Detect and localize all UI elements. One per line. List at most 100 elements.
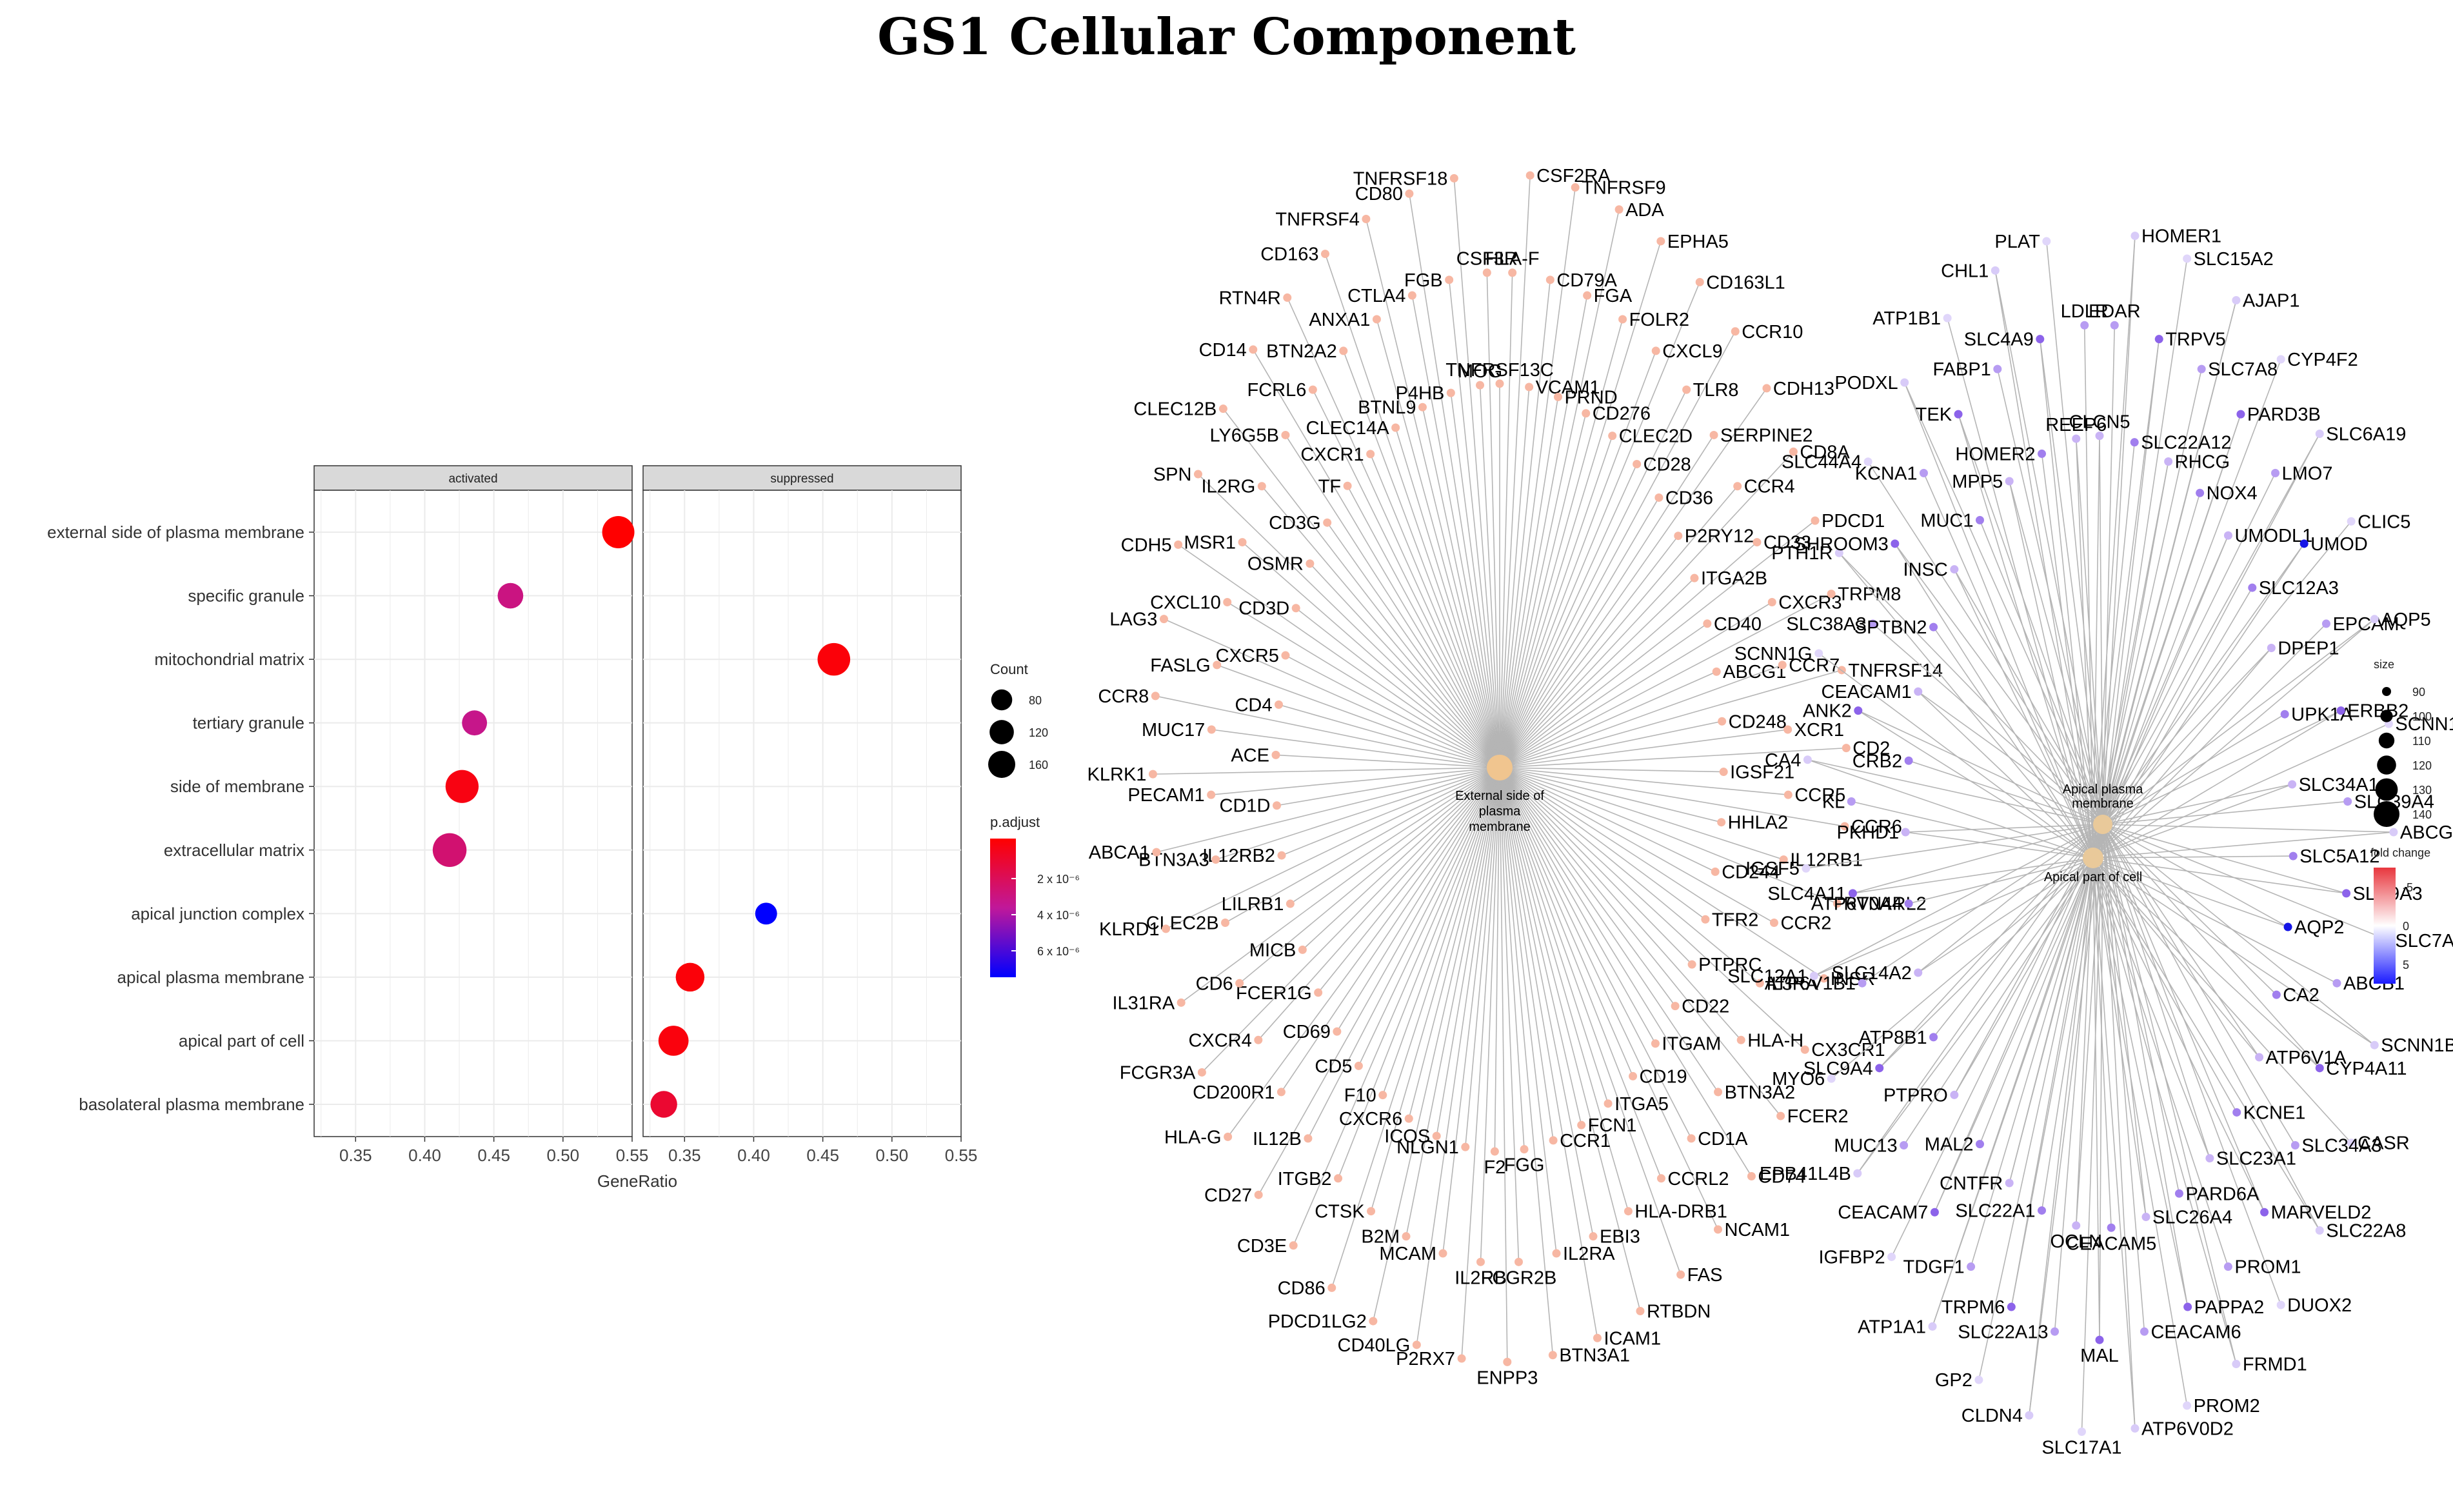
gene-node xyxy=(1891,539,1900,548)
facet-label: activated xyxy=(448,472,497,486)
gene-node xyxy=(1736,1035,1745,1044)
hub-label: membrane xyxy=(1469,820,1531,834)
gene-node xyxy=(1783,790,1793,799)
gene-node xyxy=(1714,1088,1723,1097)
network-edge xyxy=(2092,413,2241,859)
count-legend-label: 160 xyxy=(1029,759,1048,771)
gene-node xyxy=(1207,790,1216,799)
network-edge xyxy=(2102,647,2272,825)
network-edge xyxy=(2102,824,2210,1159)
network-edge xyxy=(2011,824,2103,1308)
gene-node xyxy=(2232,1360,2241,1369)
x-tick-label: 0.40 xyxy=(408,1146,441,1165)
gene-node xyxy=(1875,1064,1884,1073)
gene-node xyxy=(1213,661,1222,670)
network-edge xyxy=(1153,767,1500,775)
gene-node xyxy=(1671,1002,1680,1011)
network-edge xyxy=(1818,653,2094,859)
size-legend-label: 130 xyxy=(2412,784,2432,797)
hub-node xyxy=(2083,848,2103,868)
gene-node xyxy=(2038,449,2047,458)
network-edge xyxy=(2102,543,2305,825)
gene-node xyxy=(1495,379,1504,388)
gene-node xyxy=(1676,1270,1685,1279)
gene-node xyxy=(2288,780,2297,789)
network-edge xyxy=(1499,397,1559,768)
gene-node xyxy=(1461,1142,1470,1151)
gene-node xyxy=(1840,822,1849,831)
gene-label: IL2RB xyxy=(1455,1268,1507,1288)
network-edge xyxy=(1442,767,1500,1254)
gene-label: SLC4A9 xyxy=(1964,330,2034,350)
network-edge xyxy=(1499,664,1783,768)
gene-node xyxy=(1690,573,1699,582)
gene-label: PTPRO xyxy=(1883,1085,1948,1106)
network-edge xyxy=(1373,767,1500,1322)
gene-label: FCER2 xyxy=(1787,1106,1849,1127)
gene-node xyxy=(1407,291,1416,300)
gene-label: MSR1 xyxy=(1184,533,1236,553)
network-edge xyxy=(1908,857,2094,904)
gene-node xyxy=(1404,1114,1413,1123)
gene-label: BTN3A3 xyxy=(1138,850,1209,871)
gene-node xyxy=(1482,268,1491,277)
gene-node xyxy=(1418,403,1427,412)
gene-node xyxy=(1731,327,1740,336)
gene-label: CLEC2D xyxy=(1619,426,1693,447)
network-edge xyxy=(1918,691,2094,859)
gene-label: MYO6 xyxy=(1772,1069,1825,1089)
gene-node xyxy=(1327,1283,1336,1292)
gene-node xyxy=(1820,974,1829,983)
gene-node xyxy=(1235,979,1244,988)
network-edge xyxy=(2102,824,2260,1058)
gene-node xyxy=(1904,899,1913,908)
gene-node xyxy=(1366,450,1375,459)
gene-node xyxy=(1432,1131,1441,1140)
gene-node xyxy=(1193,470,1202,479)
network-edge xyxy=(1807,759,2094,859)
network-edge xyxy=(1448,279,1500,768)
gene-node xyxy=(2342,889,2351,898)
network-edge xyxy=(1499,767,1693,965)
gene-node xyxy=(1446,388,1455,397)
network-edge xyxy=(2029,824,2103,1416)
network-edge xyxy=(1805,824,2103,870)
gene-label: CLEC12B xyxy=(1133,399,1217,420)
gene-node xyxy=(2276,355,2285,364)
gene-node xyxy=(1254,1190,1263,1199)
network-edge xyxy=(1814,857,2094,977)
gene-node xyxy=(2248,583,2257,592)
network-edge xyxy=(2092,857,2375,1046)
gene-label: EPHA5 xyxy=(1667,232,1729,252)
network-edge xyxy=(1499,767,1706,920)
gene-label: CD69 xyxy=(1283,1022,1331,1042)
gene-label: F10 xyxy=(1344,1086,1376,1106)
network-edge xyxy=(1499,767,1508,1362)
network-edge xyxy=(1499,767,1594,1237)
network-edge xyxy=(1934,857,2094,1213)
gene-node xyxy=(1272,801,1281,810)
gene-node xyxy=(1221,919,1230,928)
gene-label: PDCD1LG2 xyxy=(1268,1311,1367,1332)
gene-node xyxy=(1832,899,1842,908)
network-edge xyxy=(1258,767,1500,1040)
gene-label: SLC17A1 xyxy=(2041,1438,2121,1458)
network-edge xyxy=(1499,350,1656,768)
network-edge xyxy=(2009,857,2094,1184)
network-edge xyxy=(1894,543,2094,859)
network-edge xyxy=(1261,486,1500,768)
gene-label: NLGN1 xyxy=(1396,1137,1459,1158)
network-edge xyxy=(1285,435,1500,768)
network-edge xyxy=(1499,413,1587,768)
gene-label: CD80 xyxy=(1355,184,1403,204)
gene-label: MARVELD2 xyxy=(2271,1202,2372,1223)
gene-label: CD6 xyxy=(1196,973,1233,994)
gene-label: CXCR5 xyxy=(1216,646,1279,666)
gene-node xyxy=(1207,725,1216,734)
gene-label: MOG xyxy=(1458,361,1502,382)
gene-node xyxy=(1545,275,1554,284)
gene-node xyxy=(1405,189,1414,198)
gene-node xyxy=(1709,430,1718,439)
gene-node xyxy=(2315,1064,2324,1073)
network-edge xyxy=(1851,801,2094,859)
